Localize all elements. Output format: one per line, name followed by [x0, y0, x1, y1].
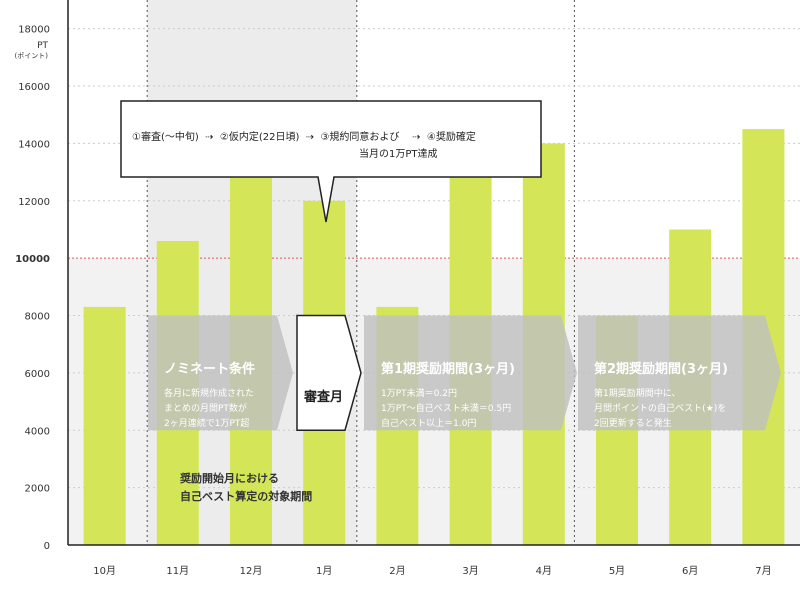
y-tick-label: 4000 [25, 426, 50, 437]
x-tick-label: 1月 [316, 565, 332, 577]
y-tick-label: 12000 [18, 197, 50, 208]
process-callout [120, 100, 542, 223]
period1-title: 第1期奨励期間(3ヶ月) [381, 362, 515, 377]
period1-line: 自己ベスト以上＝1.0円 [381, 419, 477, 429]
y-tick-label: 16000 [18, 82, 50, 93]
period2-line: 第1期奨励期間中に、 [594, 389, 681, 399]
period2-band-text: 第2期奨励期間(3ヶ月) 第1期奨励期間中に、 月間ポイントの自己ベスト(★)を… [594, 358, 784, 432]
x-tick-label: 7月 [755, 565, 771, 577]
callout-box [120, 100, 542, 223]
y-tick-label: 18000 [18, 25, 50, 36]
y-axis-unit-sublabel: (ポイント) [15, 52, 49, 60]
y-tick-label: 10000 [15, 254, 50, 265]
best-score-note-line: 奨励開始月における [180, 472, 279, 485]
period2-line: 月間ポイントの自己ベスト(★)を [594, 404, 727, 414]
nomination-band [148, 315, 293, 431]
period2-band [578, 315, 781, 431]
period1-line: 1万PT〜自己ベスト未満＝0.5円 [381, 404, 512, 414]
x-tick-label: 6月 [682, 565, 698, 577]
bar [83, 306, 126, 545]
y-tick-label: 14000 [18, 139, 50, 150]
review-month-label: 審査月 [304, 390, 344, 405]
x-tick-label: 5月 [609, 565, 625, 577]
nomination-line: 2ヶ月連続で1万PT超 [164, 419, 250, 429]
axes: 0 2000 4000 6000 8000 10000 12000 14000 16000 180… [15, 0, 800, 577]
x-tick-label: 10月 [93, 565, 116, 577]
period2-line: 2回更新すると発生 [594, 419, 672, 429]
nomination-band-text: ノミネート条件 各月に新規作成された まとめの月間PT数が 2ヶ月連続で1万PT… [164, 358, 294, 432]
best-score-note-line: 自己ベスト算定の対象期間 [180, 490, 313, 503]
period1-line: 1万PT未満＝0.2円 [381, 389, 457, 399]
x-tick-label: 4月 [536, 565, 552, 577]
y-tick-label: 8000 [25, 312, 50, 323]
period1-band [364, 315, 577, 431]
period-bands [148, 314, 781, 432]
period2-title: 第2期奨励期間(3ヶ月) [594, 362, 728, 377]
y-tick-label: 6000 [25, 369, 50, 380]
nomination-line: 各月に新規作成された [164, 389, 255, 399]
y-tick-label: 2000 [25, 484, 50, 495]
callout-steps-continued: 当月の1万PT達成 [359, 149, 438, 160]
y-tick-label: 0 [44, 541, 50, 552]
review-month-box [296, 314, 362, 432]
x-tick-label: 2月 [389, 565, 405, 577]
nomination-line: まとめの月間PT数が [164, 404, 247, 414]
period1-band-text: 第1期奨励期間(3ヶ月) 1万PT未満＝0.2円 1万PT〜自己ベスト未満＝0.… [381, 358, 571, 432]
nomination-title: ノミネート条件 [164, 362, 256, 377]
x-tick-label: 11月 [166, 565, 189, 577]
callout-steps: ①審査(〜中旬) ⇢ ②仮内定(22日頃) ⇢ ③規約同意および ⇢ ④奨励確定 [132, 132, 476, 143]
x-tick-label: 3月 [462, 565, 478, 577]
x-tick-label: 12月 [240, 565, 263, 577]
best-score-period-note: 奨励開始月における 自己ベスト算定の対象期間 [180, 470, 312, 506]
y-axis-unit-label: PT [37, 41, 48, 51]
